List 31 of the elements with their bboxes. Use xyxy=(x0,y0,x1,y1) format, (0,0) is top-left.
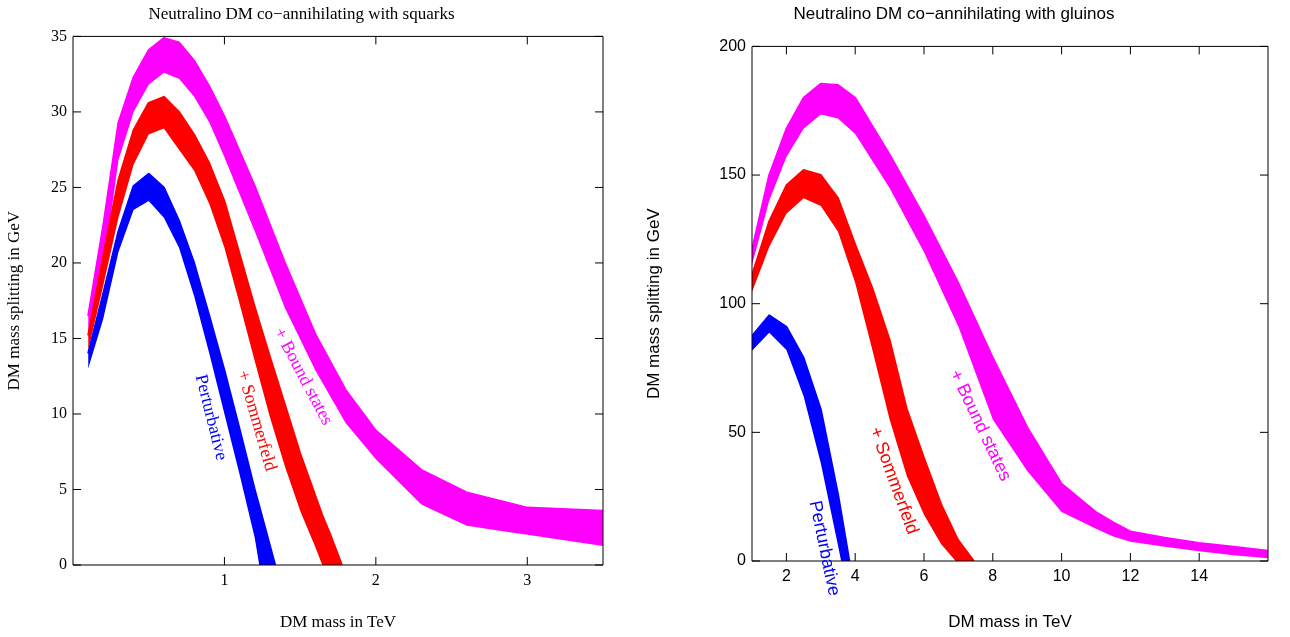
x-tick-label: 8 xyxy=(988,567,998,585)
x-tick-label: 2 xyxy=(781,567,791,585)
y-tick-label: 35 xyxy=(51,26,67,44)
x-tick-label: 3 xyxy=(523,570,532,588)
chart-title: Neutralino DM co−annihilating with squarks xyxy=(148,3,455,23)
y-axis-title: DM mass splitting in GeV xyxy=(643,207,663,400)
text: Perturbative xyxy=(191,372,233,463)
x-axis-title: DM mass in TeV xyxy=(279,612,397,632)
x-axis-title: DM mass in TeV xyxy=(948,612,1073,632)
x-tick-label: 2 xyxy=(371,570,380,588)
y-tick-label: 20 xyxy=(51,253,67,271)
y-tick-label: 200 xyxy=(719,36,747,54)
y-tick-label: 25 xyxy=(51,177,67,195)
x-tick-label: 10 xyxy=(1052,567,1071,585)
y-tick-label: 0 xyxy=(59,555,67,573)
y-tick-label: 50 xyxy=(728,422,747,440)
y-tick-label: 5 xyxy=(59,479,67,497)
y-tick-label: 150 xyxy=(719,165,747,183)
x-tick-label: 4 xyxy=(850,567,860,585)
y-axis-title: DM mass splitting in GeV xyxy=(3,210,23,391)
x-tick-label: 1 xyxy=(220,570,229,588)
y-tick-label: 100 xyxy=(719,294,747,312)
text: Perturbative xyxy=(805,498,845,598)
x-tick-label: 6 xyxy=(919,567,929,585)
y-tick-label: 10 xyxy=(51,404,67,422)
y-tick-label: 30 xyxy=(51,102,67,120)
x-tick-label: 12 xyxy=(1121,567,1140,585)
y-tick-label: 0 xyxy=(737,551,747,569)
x-tick-label: 14 xyxy=(1190,567,1209,585)
chart-title: Neutralino DM co−annihilating with gluinos xyxy=(793,3,1115,23)
y-tick-label: 15 xyxy=(51,328,67,346)
